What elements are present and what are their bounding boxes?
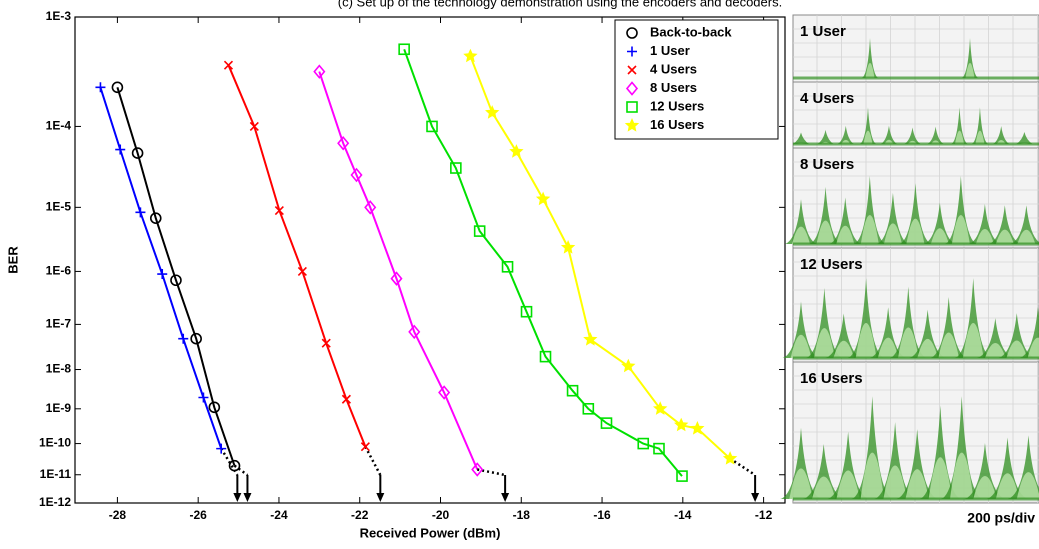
x-tick-label: -12 xyxy=(755,508,773,522)
y-tick-label: 1E-6 xyxy=(46,264,72,278)
x-axis-label: Received Power (dBm) xyxy=(360,525,501,540)
eye-panel-label: 4 Users xyxy=(800,90,854,107)
y-tick-label: 1E-7 xyxy=(46,317,72,331)
y-tick-label: 1E-11 xyxy=(40,467,72,481)
x-tick-label: -16 xyxy=(593,508,611,522)
y-tick-label: 1E-10 xyxy=(39,436,71,450)
legend-label: 12 Users xyxy=(650,98,704,113)
eye-panel-label: 12 Users xyxy=(800,256,863,273)
legend-label: 1 User xyxy=(650,43,690,58)
y-tick-label: 1E-8 xyxy=(46,362,72,376)
y-tick-label: 1E-3 xyxy=(46,9,72,23)
x-tick-label: -18 xyxy=(513,508,531,522)
eye-panel-label: 1 User xyxy=(800,23,846,40)
x-tick-label: -22 xyxy=(351,508,369,522)
eye-panel-label: 8 Users xyxy=(800,156,854,173)
legend-label: 8 Users xyxy=(650,80,697,95)
x-tick-label: -26 xyxy=(190,508,208,522)
y-tick-label: 1E-12 xyxy=(39,495,71,509)
y-axis-label: BER xyxy=(5,246,20,274)
x-tick-label: -20 xyxy=(432,508,450,522)
legend-label: 16 Users xyxy=(650,117,704,132)
y-tick-label: 1E-9 xyxy=(46,401,72,415)
legend-label: Back-to-back xyxy=(650,24,732,39)
y-tick-label: 1E-4 xyxy=(46,119,72,133)
x-tick-label: -14 xyxy=(674,508,692,522)
y-tick-label: 1E-5 xyxy=(46,200,72,214)
eye-panel-label: 16 Users xyxy=(800,370,863,387)
figure: (c) Set up of the technology demonstrati… xyxy=(0,0,1039,544)
x-tick-label: -24 xyxy=(270,508,288,522)
x-tick-label: -28 xyxy=(109,508,127,522)
figure-caption: (c) Set up of the technology demonstrati… xyxy=(338,0,782,9)
eye-scale-label: 200 ps/div xyxy=(967,510,1035,526)
legend-label: 4 Users xyxy=(650,61,697,76)
